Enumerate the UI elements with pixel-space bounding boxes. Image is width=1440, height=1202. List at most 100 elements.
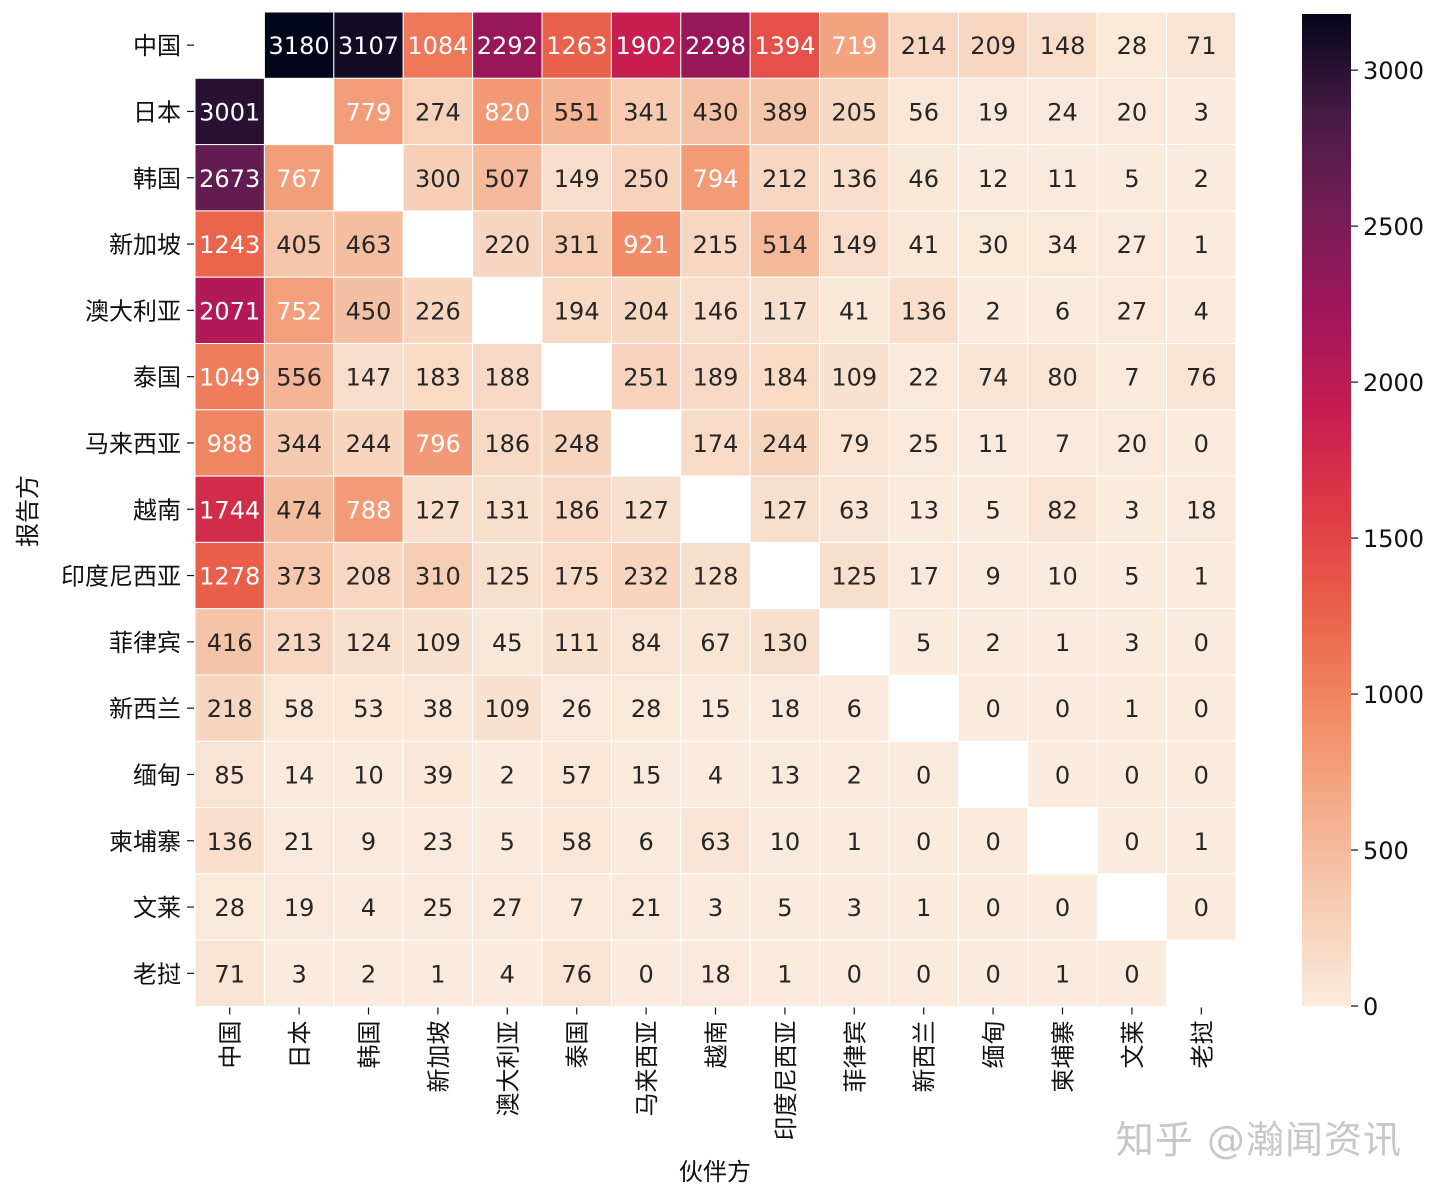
colorbar-tick-label: 3000 bbox=[1363, 57, 1424, 85]
column-label: 柬埔寨 bbox=[1050, 1021, 1078, 1093]
heatmap-cell bbox=[957, 210, 1029, 278]
heatmap-cell bbox=[749, 11, 821, 79]
heatmap-cell bbox=[472, 475, 543, 543]
cell-value: 127 bbox=[762, 496, 808, 524]
cell-value: 218 bbox=[207, 695, 253, 723]
heatmap-cell bbox=[333, 276, 404, 345]
cell-value: 1 bbox=[1124, 695, 1139, 723]
heatmap-cell bbox=[1027, 873, 1098, 941]
cell-value: 125 bbox=[484, 563, 530, 591]
heatmap-cell bbox=[333, 608, 404, 676]
heatmap-cell bbox=[610, 807, 682, 875]
heatmap-cell bbox=[1096, 276, 1168, 345]
row-label: 韩国 bbox=[133, 165, 181, 193]
cell-value: 189 bbox=[693, 364, 739, 392]
cell-value: 0 bbox=[916, 828, 931, 856]
heatmap-cell bbox=[680, 807, 751, 875]
colorbar-ticks: 0 500 1000 1500 2000 2500 3000 bbox=[1351, 57, 1424, 1021]
cell-value: 147 bbox=[346, 364, 392, 392]
cell-value: 0 bbox=[1055, 761, 1070, 789]
heatmap-cell bbox=[194, 475, 265, 543]
heatmap-cell bbox=[819, 541, 890, 610]
row-tick-labels: 中国日本韩国新加坡澳大利亚泰国马来西亚越南印度尼西亚菲律宾新西兰缅甸柬埔寨文莱老… bbox=[61, 32, 194, 988]
cell-value: 5 bbox=[985, 496, 1000, 524]
heatmap-cell bbox=[610, 210, 682, 278]
heatmap-cell bbox=[1027, 210, 1098, 278]
cell-value: 0 bbox=[1194, 761, 1209, 789]
heatmap-cell bbox=[541, 608, 612, 676]
colorbar-tick-label: 0 bbox=[1363, 993, 1378, 1021]
cell-value: 0 bbox=[916, 761, 931, 789]
heatmap-cell bbox=[194, 210, 265, 278]
heatmap-cell bbox=[194, 608, 265, 676]
cell-value: 3 bbox=[1124, 496, 1139, 524]
cell-value: 6 bbox=[638, 828, 653, 856]
column-label: 韩国 bbox=[356, 1021, 384, 1069]
heatmap-cell bbox=[819, 343, 890, 411]
cell-value: 0 bbox=[1124, 828, 1139, 856]
heatmap-cell bbox=[1166, 276, 1237, 345]
heatmap-cell bbox=[819, 674, 890, 742]
heatmap-cell bbox=[1027, 939, 1098, 1008]
cell-value: 2 bbox=[361, 960, 376, 988]
cell-value: 1744 bbox=[199, 496, 260, 524]
y-axis-label: 报告方 bbox=[14, 475, 42, 547]
colorbar-tick-label: 500 bbox=[1363, 837, 1409, 865]
cell-value: 0 bbox=[916, 960, 931, 988]
heatmap-cell bbox=[888, 276, 959, 345]
cell-value: 1 bbox=[777, 960, 792, 988]
cell-value: 310 bbox=[415, 563, 461, 591]
cell-value: 0 bbox=[847, 960, 862, 988]
cell-value: 25 bbox=[908, 430, 939, 458]
cell-value: 27 bbox=[1117, 297, 1148, 325]
x-axis-label: 伙伴方 bbox=[679, 1158, 751, 1186]
heatmap-cell bbox=[610, 674, 682, 742]
row-label: 日本 bbox=[133, 98, 181, 126]
cell-value: 3 bbox=[847, 894, 862, 922]
cell-value: 205 bbox=[831, 98, 877, 126]
heatmap-cell bbox=[680, 541, 751, 610]
cell-value: 1049 bbox=[199, 364, 260, 392]
row-label: 新加坡 bbox=[109, 231, 181, 259]
column-label: 缅甸 bbox=[980, 1021, 1008, 1069]
heatmap-cell bbox=[819, 144, 890, 212]
cell-value: 184 bbox=[762, 364, 808, 392]
heatmap-cell bbox=[402, 608, 474, 676]
heatmap-cell bbox=[749, 939, 821, 1008]
heatmap-cell bbox=[541, 475, 612, 543]
heatmap-cell bbox=[957, 939, 1029, 1008]
cell-value: 149 bbox=[831, 231, 877, 259]
row-label: 澳大利亚 bbox=[85, 297, 181, 325]
cell-value: 405 bbox=[276, 231, 322, 259]
cell-value: 0 bbox=[1194, 894, 1209, 922]
cell-value: 82 bbox=[1047, 496, 1078, 524]
cell-value: 2 bbox=[985, 297, 1000, 325]
cell-value: 551 bbox=[554, 98, 600, 126]
cell-value: 1263 bbox=[546, 32, 607, 60]
cell-value: 14 bbox=[284, 761, 315, 789]
column-label: 中国 bbox=[217, 1021, 245, 1069]
cell-value: 127 bbox=[623, 496, 669, 524]
heatmap-cell bbox=[1166, 608, 1237, 676]
heatmap-cell bbox=[333, 11, 404, 79]
heatmap-cell bbox=[749, 740, 821, 809]
cell-value: 5 bbox=[500, 828, 515, 856]
cell-value: 5 bbox=[916, 629, 931, 657]
heatmap-cell bbox=[472, 674, 543, 742]
cell-value: 18 bbox=[700, 960, 731, 988]
cell-value: 27 bbox=[492, 894, 523, 922]
heatmap-cell bbox=[957, 674, 1029, 742]
row-label: 马来西亚 bbox=[85, 430, 181, 458]
cell-value: 28 bbox=[631, 695, 662, 723]
heatmap-cell bbox=[680, 210, 751, 278]
cell-value: 111 bbox=[554, 629, 600, 657]
heatmap-cell bbox=[1166, 11, 1237, 79]
cell-value: 175 bbox=[554, 563, 600, 591]
cell-value: 2673 bbox=[199, 165, 260, 193]
heatmap-cell bbox=[194, 939, 265, 1008]
heatmap-cell bbox=[194, 77, 265, 146]
cell-value: 117 bbox=[762, 297, 808, 325]
column-label: 菲律宾 bbox=[841, 1021, 869, 1093]
cell-value: 3 bbox=[1194, 98, 1209, 126]
heatmap-cell bbox=[541, 276, 612, 345]
